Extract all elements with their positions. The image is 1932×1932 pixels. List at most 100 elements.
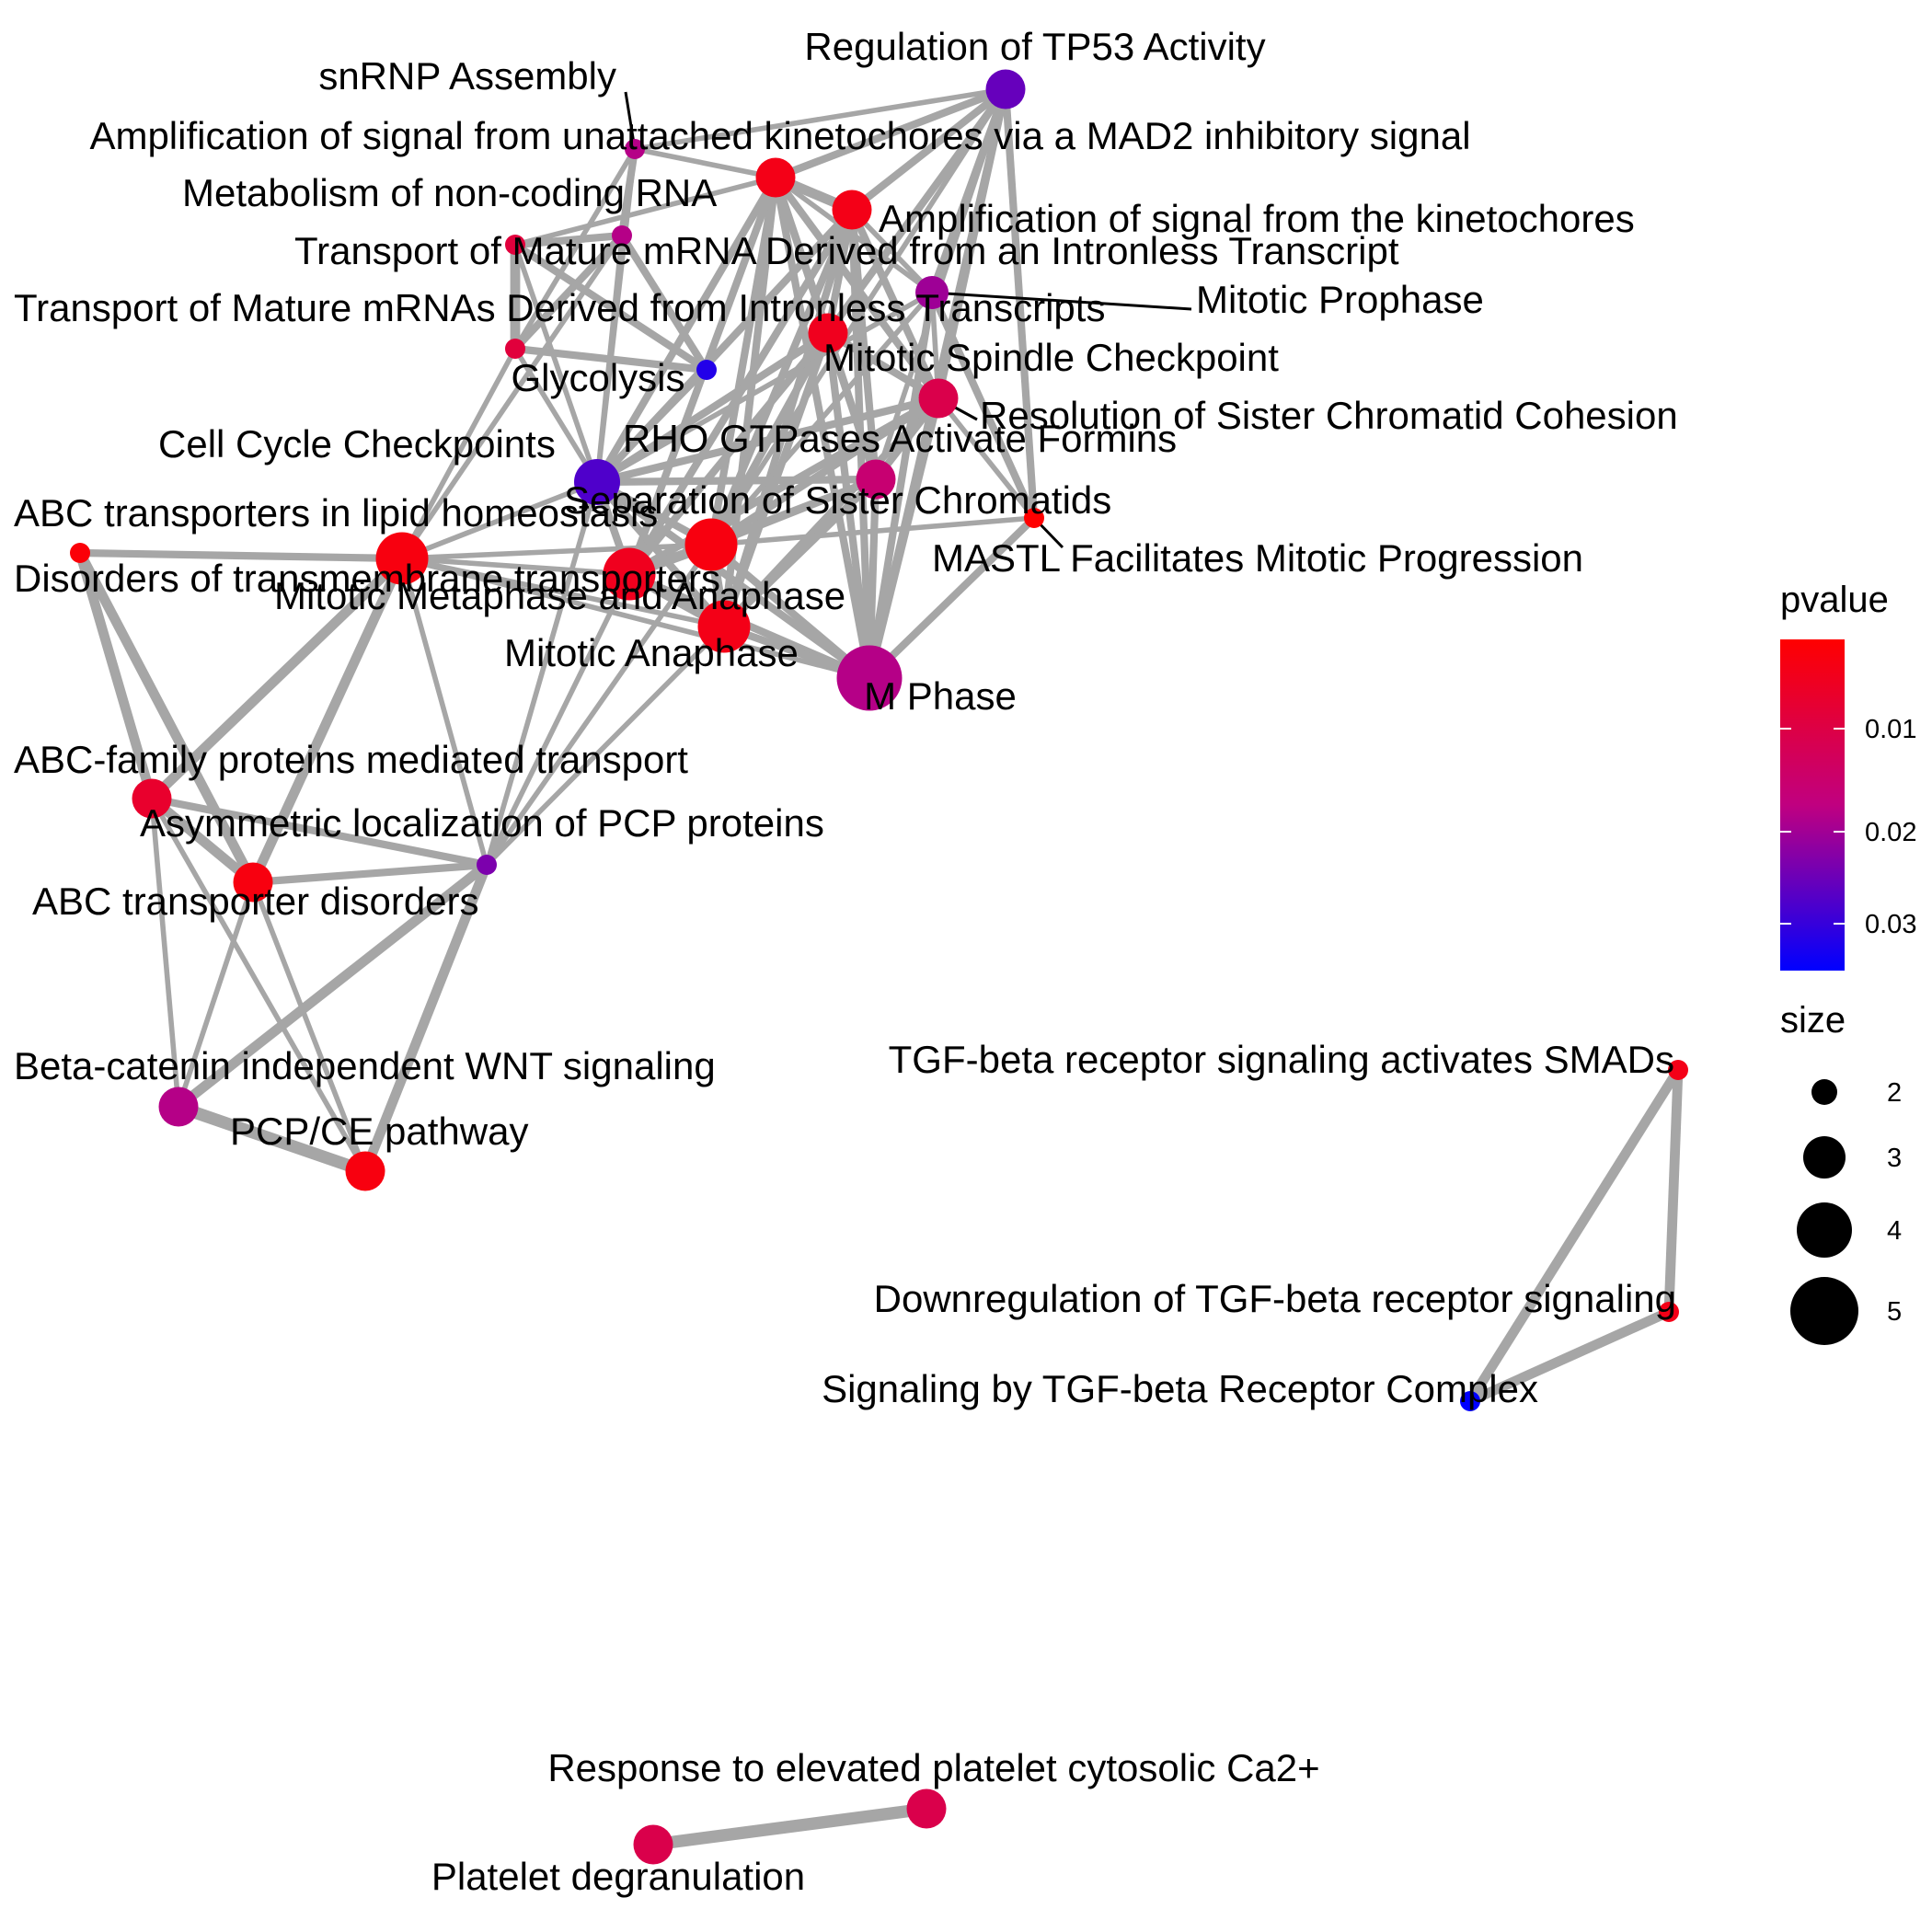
node-separation-of-sister-chromatids <box>684 518 738 571</box>
node-signaling-tgf-beta-complex <box>1460 1391 1480 1411</box>
node-m-phase <box>836 645 903 711</box>
node-abc-family-proteins <box>132 778 172 819</box>
edge-snrnp-assembly--amplification-mad2 <box>634 146 776 180</box>
node-snrnp-assembly <box>625 139 645 159</box>
node-abc-transporters-lipid <box>70 543 90 563</box>
node-platelet-degranulation <box>633 1824 673 1865</box>
edge-abc-family-proteins--beta-catenin-wnt <box>149 798 181 1108</box>
label-response-platelet-ca2: Response to elevated platelet cytosolic … <box>547 1746 1319 1789</box>
size-key-label-2: 4 <box>1887 1216 1902 1246</box>
label-mastl: MASTL Facilitates Mitotic Progression <box>932 536 1583 580</box>
edge-mitotic-spindle-checkpoint--cell-cycle-checkpoints <box>594 329 831 486</box>
edge-regulation-of-tp53-activity--mastl <box>1001 88 1039 519</box>
edge-transport-mature-mrnas-plural--cell-cycle-checkpoints <box>512 347 600 484</box>
edge-asymmetric-pcp--mitotic-metaphase-anaphase <box>484 572 632 867</box>
edge-tgf-beta-smads--signaling-tgf-beta-complex <box>1466 1067 1683 1404</box>
edge-asymmetric-pcp--mitotic-anaphase <box>485 625 726 867</box>
edge-resolution-of-sister-chromatid-cohesion--cell-cycle-checkpoints <box>596 395 939 486</box>
node-asymmetric-pcp <box>477 855 497 875</box>
size-key-dot-2 <box>1797 1202 1852 1258</box>
leader-mitotic-prophase <box>931 291 1192 311</box>
edge-transport-mature-mrna-single--amplification-mad2 <box>514 175 776 247</box>
edge-mitotic-prophase--m-phase <box>865 292 937 679</box>
node-metabolism-of-non-coding-rna <box>612 225 632 246</box>
label-pcp-ce-pathway: PCP/CE pathway <box>230 1110 528 1153</box>
label-abc-family-proteins: ABC-family proteins mediated transport <box>14 738 688 781</box>
edge-beta-catenin-wnt--pcp-ce-pathway <box>176 1100 368 1178</box>
label-amplification-kinetochores: Amplification of signal from the kinetoc… <box>879 197 1635 240</box>
edge-disorders-transmembrane--separation-of-sister-chromatids <box>401 542 712 561</box>
node-disorders-transmembrane <box>375 532 429 585</box>
edge-asymmetric-pcp--cell-cycle-checkpoints <box>484 481 600 866</box>
size-key-label-1: 3 <box>1887 1144 1902 1173</box>
label-abc-transporters-lipid: ABC transporters in lipid homeostasis <box>14 491 658 535</box>
node-tgf-beta-smads <box>1668 1060 1688 1080</box>
node-transport-mature-mrna-single <box>505 235 525 255</box>
edge-transport-mature-mrnas-plural--glycolysis <box>514 344 707 374</box>
label-rho-gtpases-activate-formins: RHO GTPases Activate Formins <box>623 417 1177 460</box>
color-legend-title: pvalue <box>1780 580 1889 620</box>
node-mitotic-anaphase <box>697 600 751 653</box>
edge-asymmetric-pcp--separation-of-sister-chromatids <box>484 543 714 867</box>
size-key-dot-1 <box>1803 1136 1846 1179</box>
node-mastl <box>1024 508 1044 528</box>
edge-separation-of-sister-chromatids--m-phase <box>708 541 872 682</box>
node-mitotic-metaphase-anaphase <box>603 547 656 601</box>
label-metabolism-of-non-coding-rna: Metabolism of non-coding RNA <box>182 171 717 214</box>
edge-rho-gtpases-activate-formins--mitotic-anaphase <box>721 477 879 629</box>
label-transport-mature-mrna-single: Transport of Mature mRNA Derived from an… <box>294 229 1399 272</box>
edge-response-platelet-ca2--platelet-degranulation <box>652 1802 927 1851</box>
node-amplification-mad2 <box>755 157 796 198</box>
edge-disorders-transmembrane--abc-transporters-lipid <box>79 548 403 563</box>
edge-downregulation-tgf-beta--signaling-tgf-beta-complex <box>1467 1307 1672 1406</box>
node-transport-mature-mrnas-plural <box>505 339 525 359</box>
label-mitotic-spindle-checkpoint: Mitotic Spindle Checkpoint <box>823 336 1279 379</box>
size-legend-keys: 2 3 4 5 <box>1790 1078 1902 1345</box>
label-mitotic-prophase: Mitotic Prophase <box>1196 278 1484 321</box>
label-tgf-beta-smads: TGF-beta receptor signaling activates SM… <box>889 1038 1674 1081</box>
color-tick-label-1: 0.02 <box>1865 818 1916 847</box>
label-amplification-mad2: Amplification of signal from unattached … <box>89 114 1470 157</box>
node-glycolysis <box>696 360 717 380</box>
label-abc-transporter-disorders: ABC transporter disorders <box>32 880 479 923</box>
edge-resolution-of-sister-chromatid-cohesion--mastl <box>936 397 1037 520</box>
edges-layer <box>75 86 1684 1851</box>
node-response-platelet-ca2 <box>906 1788 947 1829</box>
edge-abc-family-proteins--pcp-ce-pathway <box>149 797 368 1173</box>
label-mitotic-anaphase: Mitotic Anaphase <box>504 631 799 674</box>
edge-cell-cycle-checkpoints--disorders-transmembrane <box>400 479 599 561</box>
edge-regulation-of-tp53-activity--snrnp-assembly <box>634 86 1006 152</box>
size-legend-title: size <box>1780 1000 1846 1041</box>
color-legend-ticks: 0.01 0.02 0.03 <box>1780 715 1916 939</box>
size-key-dot-3 <box>1790 1277 1858 1345</box>
edge-abc-transporter-disorders--beta-catenin-wnt <box>176 881 256 1108</box>
edge-disorders-transmembrane--asymmetric-pcp <box>399 558 489 866</box>
color-tick-label-2: 0.03 <box>1865 910 1916 939</box>
edge-snrnp-assembly--transport-mature-mrnas-plural <box>512 147 638 351</box>
label-mitotic-metaphase-anaphase: Mitotic Metaphase and Anaphase <box>274 574 845 617</box>
node-pcp-ce-pathway <box>345 1151 385 1191</box>
edge-disorders-transmembrane--mitotic-metaphase-anaphase <box>401 556 630 577</box>
edge-abc-transporters-lipid--abc-transporter-disorders <box>75 550 258 885</box>
node-downregulation-tgf-beta <box>1659 1302 1679 1322</box>
edge-separation-of-sister-chromatids--mastl <box>710 515 1035 547</box>
node-cell-cycle-checkpoints <box>574 459 620 505</box>
size-key-label-0: 2 <box>1887 1078 1902 1108</box>
edge-abc-transporter-disorders--pcp-ce-pathway <box>250 880 368 1173</box>
label-downregulation-tgf-beta: Downregulation of TGF-beta receptor sign… <box>874 1277 1676 1320</box>
edge-m-phase--mastl <box>867 515 1037 681</box>
edge-mitotic-spindle-checkpoint--rho-gtpases-activate-formins <box>824 331 880 481</box>
node-regulation-of-tp53-activity <box>985 69 1026 109</box>
edge-metabolism-of-non-coding-rna--transport-mature-mrna-single <box>514 231 623 249</box>
color-tick-label-0: 0.01 <box>1865 715 1916 744</box>
label-m-phase: M Phase <box>864 674 1017 718</box>
label-snrnp-assembly: snRNP Assembly <box>318 54 616 98</box>
edge-abc-transporter-disorders--asymmetric-pcp <box>252 860 488 887</box>
edge-amplification-mad2--cell-cycle-checkpoints <box>593 175 779 485</box>
edge-tgf-beta-smads--downregulation-tgf-beta <box>1663 1069 1684 1313</box>
node-mitotic-spindle-checkpoint <box>808 313 848 353</box>
node-mitotic-prophase <box>915 276 949 309</box>
label-signaling-tgf-beta-complex: Signaling by TGF-beta Receptor Complex <box>822 1367 1538 1410</box>
edge-transport-mature-mrna-single--cell-cycle-checkpoints <box>512 244 600 483</box>
